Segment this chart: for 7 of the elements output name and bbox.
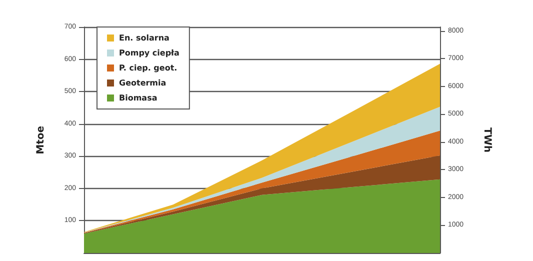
y2-axis-title: TWh	[482, 128, 492, 152]
y-axis-title: Mtoe	[36, 126, 46, 154]
legend-label: Biomasa	[119, 94, 158, 102]
legend-label: Pompy ciepła	[119, 48, 180, 58]
legend-label: P. ciep. geot.	[119, 64, 178, 72]
legend-label: En. solarna	[119, 34, 170, 42]
legend-label: Geotermia	[119, 78, 166, 88]
